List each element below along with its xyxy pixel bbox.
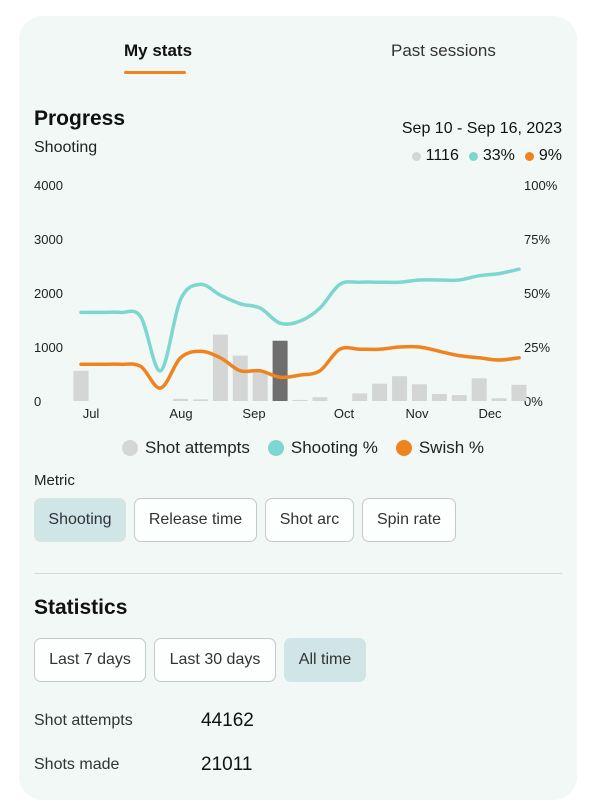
tab-my-stats[interactable]: My stats bbox=[124, 41, 193, 60]
bar bbox=[252, 372, 268, 401]
bar bbox=[411, 384, 427, 401]
summary-swish: 9% bbox=[524, 147, 562, 165]
bar bbox=[192, 399, 208, 401]
x-tick-label: Dec bbox=[478, 406, 502, 421]
summary-dot bbox=[468, 151, 478, 161]
bar bbox=[372, 383, 388, 401]
statistics-title: Statistics bbox=[34, 596, 128, 619]
legend-swish-pct: Swish % bbox=[395, 438, 485, 458]
metric-shot-arc-button[interactable]: Shot arc bbox=[265, 498, 354, 542]
y-right-tick-label: 75% bbox=[524, 232, 550, 247]
legend-label: Swish % bbox=[418, 438, 485, 457]
x-tick-label: Oct bbox=[334, 406, 355, 421]
y-right-tick-label: 25% bbox=[524, 340, 550, 355]
summary-dot bbox=[411, 151, 421, 161]
range-last-30-days-button[interactable]: Last 30 days bbox=[154, 638, 276, 682]
bar bbox=[212, 334, 228, 401]
y-left-tick-label: 4000 bbox=[34, 178, 63, 193]
tab-past-sessions[interactable]: Past sessions bbox=[391, 41, 496, 60]
metric-shooting-button[interactable]: Shooting bbox=[34, 498, 126, 542]
stat-shots-made-value: 21011 bbox=[201, 754, 253, 775]
series-line-shooting bbox=[79, 267, 521, 373]
stats-card: My stats Past sessions Progress Shooting… bbox=[19, 16, 577, 800]
series-line-swish bbox=[79, 344, 521, 390]
summary-swish-value: 9% bbox=[538, 147, 562, 164]
metric-label: Metric bbox=[34, 472, 75, 489]
x-tick-label: Jul bbox=[83, 406, 100, 421]
bar bbox=[352, 393, 368, 401]
y-left-tick-label: 0 bbox=[34, 394, 41, 409]
metric-release-time-button[interactable]: Release time bbox=[134, 498, 257, 542]
bar bbox=[511, 384, 527, 401]
metric-spin-rate-button[interactable]: Spin rate bbox=[362, 498, 456, 542]
bar bbox=[431, 393, 447, 401]
legend-swatch bbox=[395, 440, 412, 456]
bar bbox=[491, 398, 507, 401]
tab-bar: My stats Past sessions bbox=[19, 16, 577, 96]
legend-shooting-pct: Shooting % bbox=[267, 438, 378, 458]
x-tick-label: Aug bbox=[169, 406, 192, 421]
chart-legend: Shot attempts Shooting % Swish % bbox=[122, 438, 484, 458]
legend-swatch bbox=[267, 440, 284, 456]
range-last-7-days-button[interactable]: Last 7 days bbox=[34, 638, 146, 682]
bar bbox=[73, 370, 89, 401]
y-left-tick-label: 1000 bbox=[34, 340, 63, 355]
summary-dot bbox=[524, 151, 534, 161]
stat-shot-attempts-value: 44162 bbox=[201, 710, 254, 731]
bar bbox=[392, 376, 408, 401]
summary-attempts: 1116 bbox=[411, 147, 459, 165]
progress-title: Progress bbox=[34, 107, 126, 130]
bar-highlight bbox=[272, 340, 288, 401]
legend-label: Shot attempts bbox=[145, 438, 250, 457]
bar bbox=[292, 399, 308, 401]
summary-values: 1116 33% 9% bbox=[411, 147, 562, 165]
legend-shot-attempts: Shot attempts bbox=[122, 438, 250, 458]
bar bbox=[173, 398, 189, 401]
y-right-tick-label: 50% bbox=[524, 286, 550, 301]
x-tick-label: Sep bbox=[242, 406, 265, 421]
progress-subtitle: Shooting bbox=[34, 139, 98, 156]
y-right-tick-label: 100% bbox=[524, 178, 558, 193]
summary-shooting: 33% bbox=[468, 147, 515, 165]
bar bbox=[451, 395, 467, 401]
summary-attempts-value: 1116 bbox=[425, 147, 459, 164]
x-tick-label: Nov bbox=[405, 406, 429, 421]
bar bbox=[232, 355, 248, 401]
y-left-tick-label: 2000 bbox=[34, 286, 63, 301]
legend-swatch bbox=[122, 440, 138, 456]
date-range: Sep 10 - Sep 16, 2023 bbox=[401, 120, 562, 137]
active-tab-indicator bbox=[124, 71, 186, 74]
stat-shot-attempts-label: Shot attempts bbox=[34, 712, 133, 729]
range-all-time-button[interactable]: All time bbox=[284, 638, 366, 682]
legend-label: Shooting % bbox=[290, 438, 378, 457]
bar bbox=[471, 378, 487, 401]
bar bbox=[312, 397, 328, 401]
y-left-tick-label: 3000 bbox=[34, 232, 63, 247]
stat-shots-made-label: Shots made bbox=[34, 756, 120, 773]
y-right-tick-label: 0% bbox=[524, 394, 543, 409]
section-divider bbox=[34, 573, 562, 574]
progress-chart[interactable]: 4000 3000 2000 1000 0 100% 75% 50% 25% 0% Jul Aug Se… bbox=[19, 16, 577, 436]
summary-shooting-value: 33% bbox=[482, 147, 515, 164]
